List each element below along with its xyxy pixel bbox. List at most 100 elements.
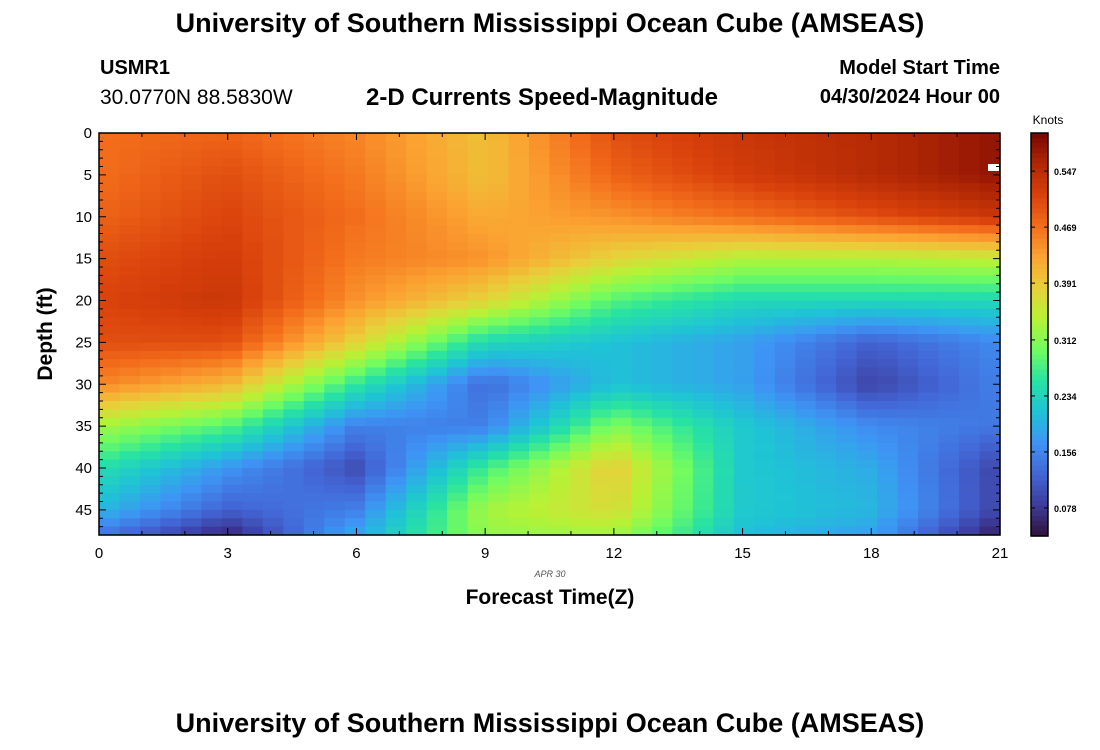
heatmap-cell: [385, 258, 407, 268]
heatmap-cell: [160, 267, 182, 276]
heatmap-cell: [938, 409, 960, 419]
heatmap-cell: [651, 442, 673, 452]
heatmap-cell: [651, 409, 673, 419]
x-tick-label: 9: [481, 545, 489, 562]
heatmap-cell: [303, 208, 325, 218]
heatmap-cell: [610, 241, 633, 251]
heatmap-cell: [426, 292, 448, 302]
heatmap-cell: [938, 325, 960, 335]
heatmap-cell: [795, 317, 817, 327]
heatmap-cell: [795, 334, 817, 343]
heatmap-cell: [569, 459, 592, 469]
heatmap-cell: [795, 518, 817, 528]
heatmap-cell: [426, 359, 448, 369]
heatmap-cell: [733, 484, 755, 494]
heatmap-cell: [651, 191, 673, 201]
heatmap-cell: [672, 401, 694, 410]
heatmap-cell: [836, 275, 858, 285]
heatmap-cell: [385, 225, 407, 235]
heatmap-cell: [754, 501, 776, 511]
heatmap-cell: [569, 241, 592, 251]
heatmap-cell: [959, 359, 981, 369]
heatmap-cell: [877, 141, 899, 151]
heatmap-cell: [877, 208, 899, 218]
heatmap-cell: [877, 200, 899, 209]
heatmap-cell: [365, 267, 387, 276]
heatmap-cell: [754, 141, 776, 151]
heatmap-cell: [447, 241, 469, 251]
heatmap-cell: [365, 493, 387, 503]
heatmap-cell: [467, 317, 489, 327]
heatmap-cell: [836, 283, 858, 293]
heatmap-cell: [569, 141, 592, 151]
heatmap-cell: [877, 325, 899, 335]
heatmap-cell: [918, 258, 940, 268]
heatmap-cell: [344, 141, 366, 151]
heatmap-cell: [406, 191, 428, 201]
heatmap-cell: [959, 442, 981, 452]
heatmap-cell: [938, 241, 960, 251]
heatmap-cell: [651, 317, 673, 327]
heatmap-cell: [180, 476, 202, 486]
colorbar-segment: [1031, 243, 1048, 250]
heatmap-cell: [344, 367, 366, 377]
heatmap-cell: [365, 484, 387, 494]
heatmap-cell: [856, 325, 878, 335]
heatmap-cell: [283, 300, 305, 310]
heatmap-cell: [201, 174, 223, 184]
heatmap-cell: [733, 501, 755, 511]
heatmap-cell: [549, 133, 571, 142]
heatmap-cell: [180, 275, 202, 285]
heatmap-cell: [897, 300, 919, 310]
heatmap-cell: [119, 417, 141, 427]
heatmap-cell: [774, 426, 796, 436]
heatmap-cell: [569, 208, 592, 218]
heatmap-cell: [447, 401, 469, 410]
heatmap-cell: [201, 141, 223, 151]
heatmap-cell: [467, 133, 489, 142]
heatmap-cell: [467, 292, 489, 302]
heatmap-cell: [488, 275, 510, 285]
heatmap-cell: [938, 183, 960, 193]
heatmap-cell: [119, 476, 141, 486]
heatmap-cell: [672, 183, 694, 193]
heatmap-cell: [119, 158, 141, 168]
heatmap-cell: [488, 292, 510, 302]
colorbar-segment: [1031, 525, 1048, 532]
heatmap-cell: [201, 216, 223, 226]
heatmap-cell: [877, 275, 899, 285]
heatmap-cell: [754, 442, 776, 452]
heatmap-cell: [774, 468, 796, 477]
heatmap-cell: [99, 342, 121, 352]
heatmap-cell: [713, 166, 735, 176]
colorbar-segment: [1031, 178, 1048, 184]
heatmap-cell: [467, 166, 489, 176]
heatmap-cell: [590, 501, 612, 511]
colorbar-segment: [1031, 399, 1048, 406]
y-tick-label: 10: [75, 209, 92, 226]
heatmap-cell: [365, 258, 387, 268]
heatmap-cell: [385, 468, 407, 477]
heatmap-cell: [508, 208, 530, 218]
heatmap-cell: [508, 308, 530, 318]
heatmap-cell: [201, 518, 223, 528]
heatmap-cell: [774, 342, 796, 352]
heatmap-cell: [897, 183, 919, 193]
heatmap-cell: [733, 392, 755, 402]
colorbar-segment: [1031, 475, 1048, 482]
colorbar-segment: [1031, 445, 1048, 451]
heatmap-cell: [754, 208, 776, 218]
heatmap-cell: [856, 233, 878, 243]
heatmap-cell: [139, 509, 162, 519]
heatmap-cell: [447, 350, 469, 360]
heatmap-cell: [569, 292, 592, 302]
heatmap-cell: [631, 342, 653, 352]
heatmap-cell: [897, 133, 919, 142]
heatmap-cell: [692, 258, 714, 268]
heatmap-cell: [303, 459, 325, 469]
heatmap-cell: [324, 426, 346, 436]
heatmap-cell: [897, 208, 919, 218]
colorbar-segment: [1031, 430, 1048, 436]
colorbar-segment: [1031, 339, 1048, 346]
heatmap-cell: [262, 468, 284, 477]
